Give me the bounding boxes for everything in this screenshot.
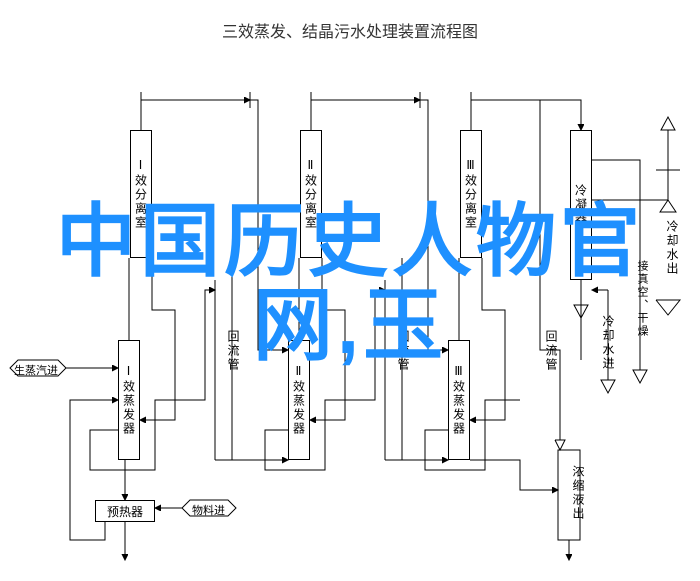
concentrate-out-label: 浓缩液出	[570, 465, 587, 521]
separator-1: Ⅰ效分离室	[130, 130, 152, 258]
evaporator-2-label: Ⅱ效蒸发器	[291, 364, 308, 436]
return-pipe-1-label: 回流管	[225, 330, 242, 372]
separator-2-label: Ⅱ效分离室	[303, 158, 320, 230]
feed-in-label: 物料进	[192, 502, 225, 518]
steam-in-label: 生蒸汽进	[14, 362, 58, 378]
evaporator-2: Ⅱ效蒸发器	[288, 340, 310, 460]
separator-3: Ⅲ效分离室	[460, 130, 482, 258]
cooling-water-in-label: 冷却水进	[600, 315, 617, 371]
condenser: 冷凝器	[570, 130, 592, 280]
return-pipe-3-label: 回流管	[543, 330, 560, 372]
preheater-label: 预热器	[107, 503, 143, 520]
separator-3-label: Ⅲ效分离室	[463, 158, 480, 230]
separator-1-label: Ⅰ效分离室	[133, 158, 150, 230]
flow-diagram	[0, 0, 700, 581]
condenser-label: 冷凝器	[573, 184, 590, 226]
evaporator-1: Ⅰ效蒸发器	[118, 340, 140, 460]
vacuum-dry-label: 接真空、干燥	[634, 260, 650, 338]
separator-2: Ⅱ效分离室	[300, 130, 322, 258]
evaporator-3: Ⅲ效蒸发器	[448, 340, 470, 460]
evaporator-1-label: Ⅰ效蒸发器	[121, 364, 138, 436]
preheater: 预热器	[95, 500, 155, 522]
return-pipe-2-label: 回流管	[395, 330, 412, 372]
evaporator-3-label: Ⅲ效蒸发器	[451, 364, 468, 436]
cooling-water-out-label: 冷却水出	[664, 220, 681, 276]
